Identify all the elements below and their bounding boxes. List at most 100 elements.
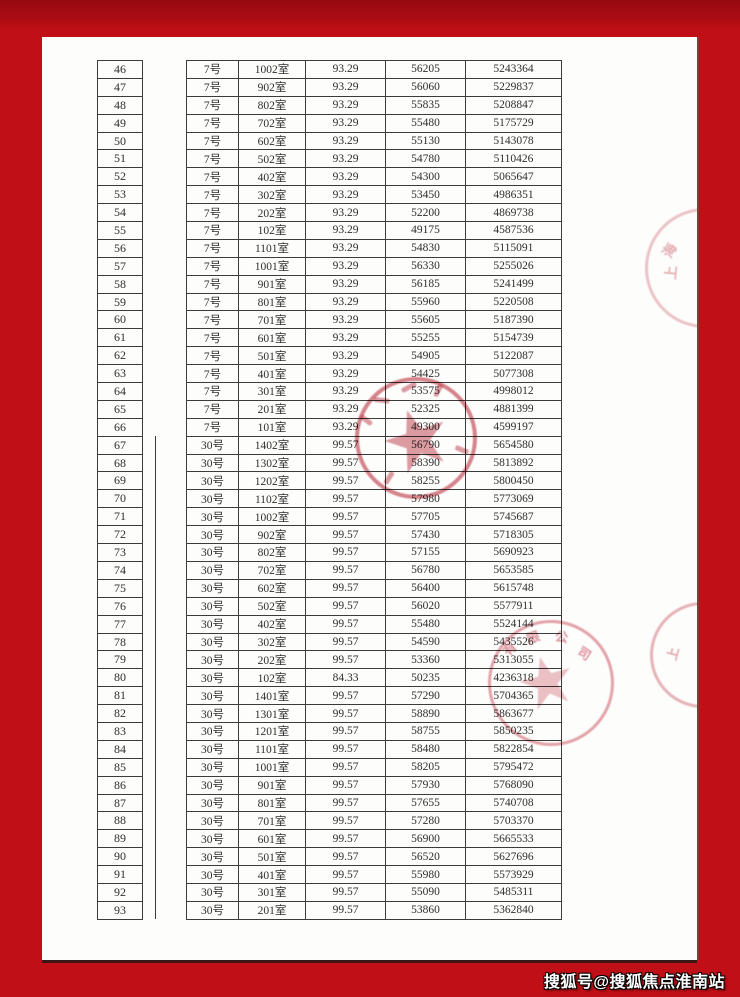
building-number: 30号 xyxy=(186,900,239,920)
building-number: 7号 xyxy=(186,346,239,366)
area-sqm: 99.57 xyxy=(305,704,386,723)
unit-price: 56790 xyxy=(385,435,466,455)
total-price: 5740708 xyxy=(465,793,562,813)
room-number: 1301室 xyxy=(238,704,306,723)
table-row: 30号 702室 99.57 56780 5653585 xyxy=(186,560,562,580)
table-row: 7号 701室 93.29 55605 5187390 xyxy=(186,310,562,330)
area-sqm: 99.57 xyxy=(305,900,386,920)
room-number: 401室 xyxy=(238,364,306,384)
row-number: 91 xyxy=(97,866,143,884)
unit-price: 55835 xyxy=(385,95,466,115)
room-number: 102室 xyxy=(238,668,306,688)
company-seal-icon: 上 海 xyxy=(623,186,697,350)
row-number: 66 xyxy=(97,418,143,437)
room-number: 301室 xyxy=(238,882,306,902)
row-number: 69 xyxy=(97,472,143,491)
unit-price: 57705 xyxy=(385,507,466,527)
row-number: 87 xyxy=(97,794,143,813)
table-row: 30号 1301室 99.57 58890 5863677 xyxy=(186,704,562,723)
unit-price: 52325 xyxy=(385,399,466,419)
room-number: 302室 xyxy=(238,185,306,205)
building-number: 30号 xyxy=(186,811,239,831)
table-row: 7号 502室 93.29 54780 5110426 xyxy=(186,149,562,169)
building-number: 7号 xyxy=(186,364,239,384)
building-number: 7号 xyxy=(186,149,239,169)
room-number: 902室 xyxy=(238,77,306,97)
building-number: 7号 xyxy=(186,292,239,312)
row-number: 85 xyxy=(97,758,143,777)
total-price: 5863677 xyxy=(465,704,562,723)
area-sqm: 93.29 xyxy=(305,310,386,330)
total-price: 5813892 xyxy=(465,453,562,473)
area-sqm: 93.29 xyxy=(305,221,386,240)
area-sqm: 93.29 xyxy=(305,167,386,187)
room-number: 1002室 xyxy=(238,507,306,527)
row-number: 61 xyxy=(97,329,143,348)
total-price: 4998012 xyxy=(465,382,562,401)
room-number: 1101室 xyxy=(238,739,306,759)
unit-price: 55255 xyxy=(385,328,466,348)
watermark: 搜狐号@搜狐焦点淮南站 xyxy=(543,974,725,991)
area-sqm: 99.57 xyxy=(305,435,386,455)
room-number: 202室 xyxy=(238,650,306,670)
building-number: 7号 xyxy=(186,238,239,258)
row-number: 74 xyxy=(97,561,143,580)
total-price: 5577911 xyxy=(465,596,562,616)
unit-price: 57155 xyxy=(385,543,466,562)
row-number: 47 xyxy=(97,78,143,97)
total-price: 5243364 xyxy=(465,60,562,79)
unit-price: 56020 xyxy=(385,596,466,616)
table-row: 7号 202室 93.29 52200 4869738 xyxy=(186,203,562,223)
building-number: 30号 xyxy=(186,721,239,741)
row-number: 64 xyxy=(97,383,143,401)
table-row: 30号 1001室 99.57 58205 5795472 xyxy=(186,757,562,777)
unit-price: 53450 xyxy=(385,185,466,205)
room-number: 501室 xyxy=(238,346,306,366)
area-sqm: 93.29 xyxy=(305,382,386,401)
table-row: 7号 901室 93.29 56185 5241499 xyxy=(186,274,562,294)
table-row: 7号 102室 93.29 49175 4587536 xyxy=(186,221,562,240)
area-sqm: 93.29 xyxy=(305,77,386,97)
building-number: 30号 xyxy=(186,560,239,580)
table-row: 7号 301室 93.29 53575 4998012 xyxy=(186,382,562,401)
total-price: 5800450 xyxy=(465,471,562,491)
unit-price: 55605 xyxy=(385,310,466,330)
table-row: 30号 401室 99.57 55980 5573929 xyxy=(186,865,562,884)
area-sqm: 93.29 xyxy=(305,417,386,437)
table-row: 30号 1402室 99.57 56790 5654580 xyxy=(186,435,562,455)
unit-price: 58390 xyxy=(385,453,466,473)
area-sqm: 93.29 xyxy=(305,274,386,294)
area-sqm: 99.57 xyxy=(305,596,386,616)
building-number: 7号 xyxy=(186,221,239,240)
total-price: 5690923 xyxy=(465,543,562,562)
unit-price: 54300 xyxy=(385,167,466,187)
building-number: 7号 xyxy=(186,310,239,330)
table-row: 30号 1302室 99.57 58390 5813892 xyxy=(186,453,562,473)
unit-price: 56780 xyxy=(385,560,466,580)
building-number: 7号 xyxy=(186,382,239,401)
total-price: 5795472 xyxy=(465,757,562,777)
area-sqm: 93.29 xyxy=(305,149,386,169)
row-number: 89 xyxy=(97,830,143,849)
building-number: 30号 xyxy=(186,453,239,473)
unit-price: 54905 xyxy=(385,346,466,366)
total-price: 5773069 xyxy=(465,489,562,509)
unit-price: 56060 xyxy=(385,77,466,97)
row-number: 78 xyxy=(97,633,143,652)
area-sqm: 99.57 xyxy=(305,829,386,849)
table-row: 30号 301室 99.57 55090 5485311 xyxy=(186,882,562,902)
unit-price: 57655 xyxy=(385,793,466,813)
merged-cell-divider-line xyxy=(155,436,156,919)
unit-price: 52200 xyxy=(385,203,466,223)
row-number: 70 xyxy=(97,490,143,509)
area-sqm: 99.57 xyxy=(305,793,386,813)
room-number: 602室 xyxy=(238,131,306,151)
unit-price: 55980 xyxy=(385,865,466,884)
area-sqm: 93.29 xyxy=(305,292,386,312)
table-row: 30号 601室 99.57 56900 5665533 xyxy=(186,829,562,849)
area-sqm: 93.29 xyxy=(305,60,386,79)
area-sqm: 99.57 xyxy=(305,525,386,545)
total-price: 4986351 xyxy=(465,185,562,205)
building-number: 30号 xyxy=(186,829,239,849)
price-table: 7号 1002室 93.29 56205 5243364 7号 902室 93.29 56060… xyxy=(186,60,562,920)
